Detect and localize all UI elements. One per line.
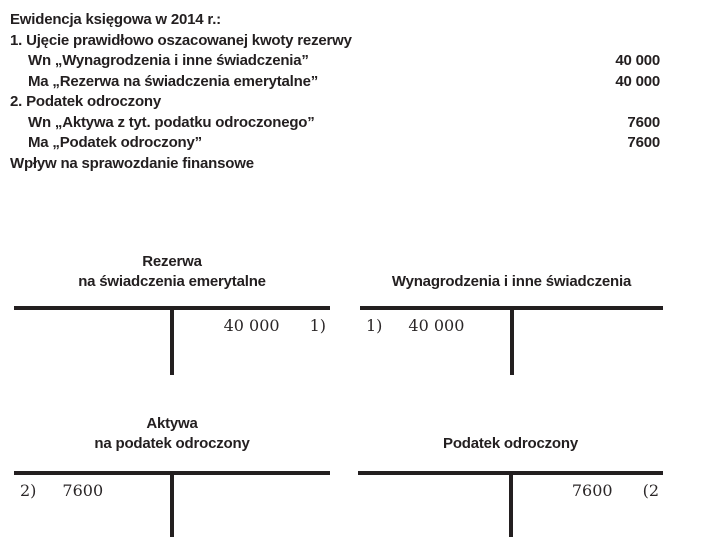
account-divider bbox=[509, 306, 514, 375]
account-title: Podatek odroczony bbox=[358, 434, 663, 454]
journal-line-amount: 7600 bbox=[627, 113, 660, 131]
journal-line: Ewidencja księgowa w 2014 r.: bbox=[10, 10, 660, 31]
t-account-podatek-odroczony: Podatek odroczony 7600 (2 bbox=[358, 415, 663, 537]
journal-line-text: Ma „Podatek odroczony” bbox=[28, 134, 202, 151]
journal-line: 1. Ujęcie prawidłowo oszacowanej kwoty r… bbox=[10, 31, 660, 52]
journal-line-text: Wn „Wynagrodzenia i inne świadczenia” bbox=[28, 52, 309, 69]
t-account-wynagrodzenia: Wynagrodzenia i inne świadczenia 1) 40 0… bbox=[360, 250, 663, 375]
t-account-rezerwa-emerytalna: Rezerwa na świadczenia emerytalne 40 000… bbox=[14, 250, 330, 375]
entry-ref: 1) bbox=[366, 316, 383, 335]
journal-line-text: Ewidencja księgowa w 2014 r.: bbox=[10, 11, 221, 28]
t-account-aktywa-podatek: Aktywa na podatek odroczony 2) 7600 bbox=[14, 415, 330, 537]
account-entries: 1) 40 000 bbox=[360, 316, 663, 336]
account-title-line2: na świadczenia emerytalne bbox=[78, 273, 266, 290]
journal-section: Ewidencja księgowa w 2014 r.: 1. Ujęcie … bbox=[10, 10, 660, 174]
entry-ref: 2) bbox=[20, 481, 37, 500]
account-title-line1: Wynagrodzenia i inne świadczenia bbox=[391, 273, 632, 290]
entry-amount: 7600 bbox=[571, 481, 613, 500]
debit-entry: 1) 40 000 bbox=[360, 316, 512, 336]
journal-line: Ma „Rezerwa na świadczenia emerytalne” 4… bbox=[10, 72, 660, 93]
journal-line-text: 1. Ujęcie prawidłowo oszacowanej kwoty r… bbox=[10, 31, 352, 49]
entry-amount: 40 000 bbox=[408, 316, 465, 335]
account-divider bbox=[508, 471, 513, 537]
account-title-line1: Aktywa bbox=[146, 415, 198, 432]
account-title-line2: na podatek odroczony bbox=[94, 435, 250, 452]
journal-line: 2. Podatek odroczony bbox=[10, 92, 660, 113]
account-title: Rezerwa na świadczenia emerytalne bbox=[14, 252, 330, 292]
account-entries: 40 000 1) bbox=[14, 316, 330, 336]
journal-line: Wpływ na sprawozdanie finansowe bbox=[10, 154, 660, 175]
entry-ref: 1) bbox=[309, 316, 326, 335]
entry-amount: 40 000 bbox=[223, 316, 280, 335]
journal-line-amount: 40 000 bbox=[615, 52, 660, 69]
journal-line-text: Ma „Rezerwa na świadczenia emerytalne” bbox=[28, 72, 319, 90]
journal-line-text: Wpływ na sprawozdanie finansowe bbox=[10, 154, 254, 172]
account-divider bbox=[170, 471, 174, 537]
account-divider bbox=[170, 306, 174, 375]
journal-line-amount: 7600 bbox=[627, 134, 660, 151]
debit-entry: 2) 7600 bbox=[14, 481, 172, 501]
journal-line: Wn „Aktywa z tyt. podatku odroczonego” 7… bbox=[10, 113, 660, 134]
account-title-line1: Podatek odroczony bbox=[443, 435, 578, 452]
journal-line-text: 2. Podatek odroczony bbox=[10, 93, 162, 110]
journal-line: Ma „Podatek odroczony” 7600 bbox=[10, 133, 660, 154]
account-title: Wynagrodzenia i inne świadczenia bbox=[360, 272, 663, 292]
journal-line: Wn „Wynagrodzenia i inne świadczenia” 40… bbox=[10, 51, 660, 72]
journal-line-amount: 40 000 bbox=[615, 72, 660, 90]
entry-amount: 7600 bbox=[62, 481, 104, 500]
journal-line-text: Wn „Aktywa z tyt. podatku odroczonego” bbox=[28, 113, 315, 131]
credit-entry: 7600 (2 bbox=[511, 481, 664, 501]
account-entries: 2) 7600 bbox=[14, 481, 330, 501]
account-title-line1: Rezerwa bbox=[142, 253, 202, 270]
entry-ref: (2 bbox=[642, 481, 659, 500]
account-title: Aktywa na podatek odroczony bbox=[14, 414, 330, 454]
account-entries: 7600 (2 bbox=[358, 481, 663, 501]
credit-entry: 40 000 1) bbox=[172, 316, 330, 336]
